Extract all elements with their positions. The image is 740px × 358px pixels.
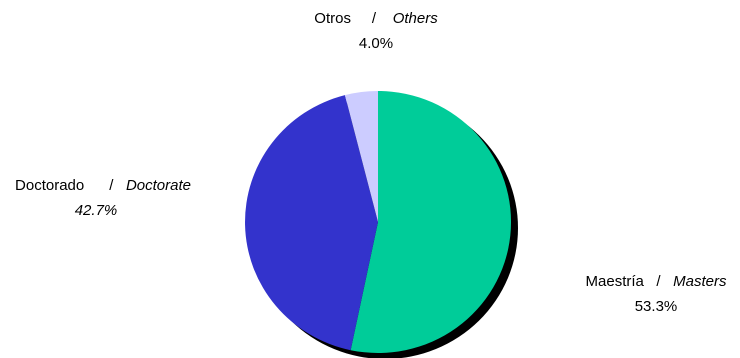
label-others: Otros / Others xyxy=(314,10,438,27)
value-masters: 53.3% xyxy=(635,298,678,315)
label-masters-es: Maestría xyxy=(586,273,645,290)
label-doctorate-sep: / xyxy=(109,177,114,194)
value-others: 4.0% xyxy=(359,35,393,52)
label-doctorate-es: Doctorado xyxy=(15,177,84,194)
pie-slices xyxy=(245,91,512,353)
label-doctorate: Doctorado / Doctorate xyxy=(15,177,191,194)
label-masters-sep: / xyxy=(656,273,661,290)
pie-slice-masters xyxy=(350,91,512,353)
label-others-sep: / xyxy=(372,10,377,27)
label-masters: Maestría / Masters xyxy=(586,273,727,290)
label-masters-en: Masters xyxy=(673,273,727,290)
value-doctorate: 42.7% xyxy=(75,202,118,219)
label-others-en: Others xyxy=(393,10,439,27)
pie-slice-doctorate xyxy=(245,95,378,351)
pie-slice-others xyxy=(344,91,378,222)
label-others-es: Otros xyxy=(314,10,351,27)
label-doctorate-en: Doctorate xyxy=(126,177,191,194)
